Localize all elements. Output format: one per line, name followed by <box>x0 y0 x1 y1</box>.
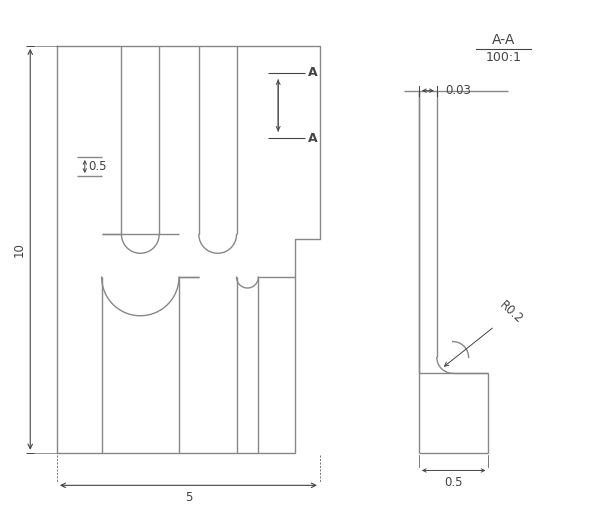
Text: 10: 10 <box>13 242 25 257</box>
Text: A-A: A-A <box>491 33 515 47</box>
Text: 5: 5 <box>184 491 192 504</box>
Text: 0.5: 0.5 <box>88 160 106 173</box>
Text: 100:1: 100:1 <box>485 51 521 64</box>
Text: 0.03: 0.03 <box>445 84 470 97</box>
Text: A: A <box>308 132 318 145</box>
Text: R0.2: R0.2 <box>445 299 526 366</box>
Text: A: A <box>308 66 318 79</box>
Text: 0.5: 0.5 <box>444 476 463 490</box>
